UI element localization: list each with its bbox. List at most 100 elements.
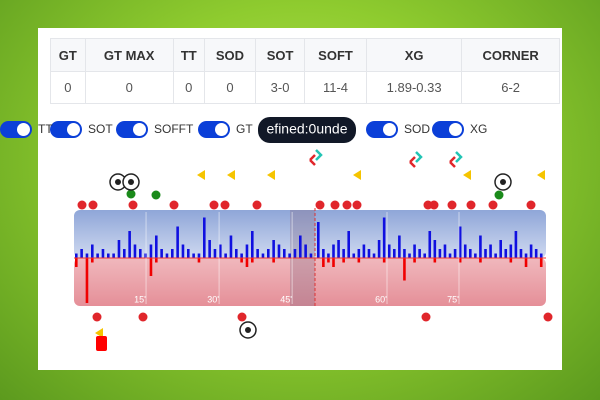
home-bar [534, 249, 538, 258]
away-bar [322, 258, 325, 267]
away-bar [382, 258, 386, 263]
home-bar [171, 249, 174, 258]
event-dot [342, 200, 352, 210]
home-bar [322, 249, 325, 258]
toggle-knob [67, 123, 80, 136]
home-bar [393, 249, 396, 258]
home-bar [277, 244, 281, 258]
corner-flag [267, 170, 275, 180]
home-bar [469, 249, 472, 258]
home-bar [413, 244, 416, 258]
toggle-label: SOD [404, 122, 430, 136]
home-bar [372, 253, 376, 258]
toggle-label: XG [470, 122, 487, 136]
home-bar [327, 253, 330, 258]
home-bar [181, 244, 185, 258]
home-bar [362, 244, 366, 258]
column-header: SOD [203, 38, 257, 72]
swap-icon [449, 156, 456, 168]
home-bar [139, 249, 142, 258]
home-bar [489, 244, 492, 258]
away-bar [251, 258, 254, 263]
column-header: SOT [255, 38, 306, 72]
home-bar [347, 231, 350, 258]
home-bar [408, 253, 411, 258]
toggle-label: SOT [88, 122, 113, 136]
stats-panel: GT GT MAX TT SOD SOT SOFT XG CORNER 0 0 0 0 3-0 11-4 1… [38, 28, 562, 370]
home-bar [80, 249, 83, 258]
home-bar [96, 253, 99, 258]
event-dot [220, 200, 230, 210]
home-bar [213, 249, 217, 258]
swap-icon [415, 151, 423, 163]
away-bar [524, 258, 528, 267]
away-bar [509, 258, 513, 263]
corner-flag [463, 170, 471, 180]
event-dot [421, 312, 431, 322]
event-dot [488, 200, 498, 210]
away-bar [240, 258, 243, 263]
home-bar [524, 253, 528, 258]
home-bar [197, 253, 201, 258]
home-bar [160, 249, 163, 258]
event-dot [88, 200, 98, 210]
home-bar [433, 240, 437, 258]
swap-icon [309, 154, 316, 166]
column-header: TT [172, 38, 205, 72]
stats-table: GT GT MAX TT SOD SOT SOFT XG CORNER 0 0 0 0 3-0 11-4 1… [50, 38, 560, 104]
cell: 6-2 [461, 71, 560, 104]
home-bar [112, 253, 115, 258]
event-dot [315, 200, 325, 210]
home-bar [443, 244, 447, 258]
row: 0 0 0 0 3-0 11-4 1.89-0.33 6-2 [50, 71, 560, 104]
home-bar [304, 244, 307, 258]
away-bar [332, 258, 335, 267]
home-bar [219, 244, 222, 258]
home-bar [187, 249, 190, 258]
home-bar [423, 253, 426, 258]
home-bar [337, 240, 340, 258]
away-bar [85, 258, 89, 303]
away-bar [91, 258, 94, 263]
event-dot [543, 312, 553, 322]
cell: 0 [172, 71, 205, 104]
home-bar [288, 253, 291, 258]
home-bar [261, 253, 265, 258]
home-bar [529, 244, 533, 258]
sub-dot [151, 190, 161, 200]
home-bar [91, 244, 94, 258]
home-bar [192, 253, 195, 258]
home-bar [382, 217, 386, 258]
tick-label: 60' [375, 294, 387, 304]
toggle-label: SOFFT [154, 122, 194, 136]
cell: 0 [203, 71, 257, 104]
sub-dot [494, 190, 504, 200]
sub-dot [126, 189, 136, 199]
away-bar [433, 258, 437, 263]
home-bar [256, 249, 259, 258]
away-bar [342, 258, 345, 263]
event-dot [92, 312, 102, 322]
event-dot [466, 200, 476, 210]
home-bar [309, 253, 313, 258]
home-bar [398, 235, 401, 258]
home-area [74, 210, 546, 258]
home-bar [499, 240, 502, 258]
away-bar [272, 258, 275, 263]
home-bar [438, 249, 442, 258]
cell: 3-0 [255, 71, 306, 104]
tick-label: 30' [207, 294, 219, 304]
away-bar [539, 258, 543, 267]
home-bar [117, 240, 121, 258]
home-bar [418, 249, 421, 258]
home-bar [357, 249, 361, 258]
tooltip-text: efined:0unde [267, 121, 348, 137]
swap-icon [409, 156, 416, 168]
corner-flag [353, 170, 361, 180]
event-dot [77, 200, 87, 210]
home-bar [299, 235, 302, 258]
away-bar [357, 258, 361, 263]
event-dot [138, 312, 148, 322]
